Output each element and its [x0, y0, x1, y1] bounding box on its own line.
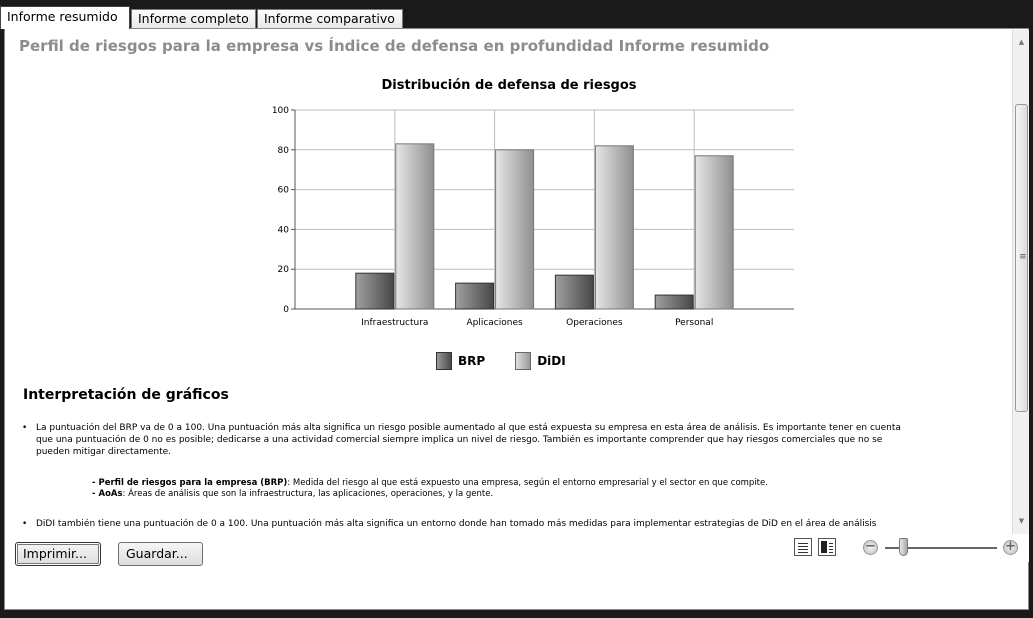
chart-legend: BRP DiDI [436, 350, 566, 372]
y-tick-label: 40 [278, 225, 290, 235]
bullet-line: La puntuación del BRP va de 0 a 100. Una… [36, 423, 901, 433]
bullet-line: que una puntuación de 0 no es posible; d… [36, 435, 883, 445]
print-button[interactable]: Imprimir... [15, 542, 101, 566]
legend-item-brp: BRP [436, 352, 485, 370]
definition-term: - AoAs [92, 489, 123, 499]
y-tick-label: 20 [278, 265, 290, 275]
risk-defense-chart: 0 20 40 60 80 100 Infraestructura Aplicaciones O… [272, 106, 794, 328]
definition-term: - Perfil de riesgos para la empresa (BRP… [92, 478, 288, 488]
x-tick-label: Aplicaciones [466, 318, 523, 328]
single-page-view-icon[interactable] [794, 538, 812, 556]
tab-informe-comparativo[interactable]: Informe comparativo [257, 9, 403, 28]
legend-item-didi: DiDI [515, 352, 566, 370]
legend-label-brp: BRP [458, 354, 486, 368]
two-column-view-icon[interactable] [818, 538, 836, 556]
legend-swatch-brp [436, 352, 452, 370]
bar-brp [355, 272, 395, 310]
x-tick-label: Infraestructura [361, 318, 428, 328]
x-tick-label: Personal [675, 318, 713, 328]
zoom-in-icon[interactable]: + [1003, 540, 1018, 555]
bar-brp [654, 294, 694, 310]
interpretation-bullet-brp: • La puntuación del BRP va de 0 a 100. U… [22, 422, 991, 458]
scroll-up-arrow-icon[interactable]: ▲ [1018, 38, 1025, 46]
definition-text: : Medida del riesgo al que está expuesto… [287, 478, 768, 488]
legend-label-didi: DiDI [537, 354, 566, 368]
chart-title: Distribución de defensa de riesgos [381, 78, 637, 93]
grip-icon: ≡ [1019, 252, 1027, 262]
bullet-dot: • [22, 519, 28, 529]
tab-informe-completo[interactable]: Informe completo [131, 9, 256, 28]
y-tick-label: 60 [278, 186, 290, 196]
vertical-scrollbar[interactable]: ▲ ≡ ▼ [1012, 30, 1029, 534]
report-panel: Perfil de riesgos para la empresa vs Índ… [4, 28, 1029, 610]
definition-text: : Áreas de análisis que son la infraestr… [122, 489, 494, 499]
zoom-slider-thumb[interactable] [899, 538, 908, 556]
bar-didi [395, 143, 435, 310]
zoom-out-icon[interactable]: − [863, 540, 878, 555]
bullet-dot: • [22, 423, 28, 433]
scrollbar-thumb[interactable]: ≡ [1015, 104, 1028, 412]
interpretation-bullet-didi: • DiDI también tiene una puntuación de 0… [22, 518, 991, 530]
zoom-slider-track[interactable] [885, 547, 997, 549]
bar-brp [554, 274, 594, 310]
save-button[interactable]: Guardar... [118, 542, 203, 566]
y-tick-label: 0 [283, 305, 289, 315]
report-tabs: Informe resumido Informe completo Inform… [0, 6, 1033, 29]
bullet-line: DiDI también tiene una puntuación de 0 a… [36, 519, 877, 529]
y-tick-label: 80 [278, 146, 290, 156]
definition-aoas: - AoAs: Áreas de análisis que son la inf… [92, 489, 493, 500]
bar-didi [694, 155, 734, 310]
legend-swatch-didi [515, 352, 532, 370]
x-tick-label: Operaciones [566, 318, 623, 328]
report-viewer: Perfil de riesgos para la empresa vs Índ… [6, 30, 1012, 534]
bar-didi [594, 145, 634, 310]
report-title: Perfil de riesgos para la empresa vs Índ… [19, 37, 770, 55]
bullet-line: pueden mitigar directamente. [36, 447, 172, 457]
tab-informe-resumido[interactable]: Informe resumido [0, 6, 130, 29]
scroll-down-arrow-icon[interactable]: ▼ [1018, 517, 1025, 525]
bar-brp [455, 282, 495, 310]
definition-brp: - Perfil de riesgos para la empresa (BRP… [92, 478, 768, 489]
bar-didi [495, 149, 535, 310]
interpretation-heading: Interpretación de gráficos [23, 387, 229, 403]
y-tick-label: 100 [272, 106, 289, 116]
